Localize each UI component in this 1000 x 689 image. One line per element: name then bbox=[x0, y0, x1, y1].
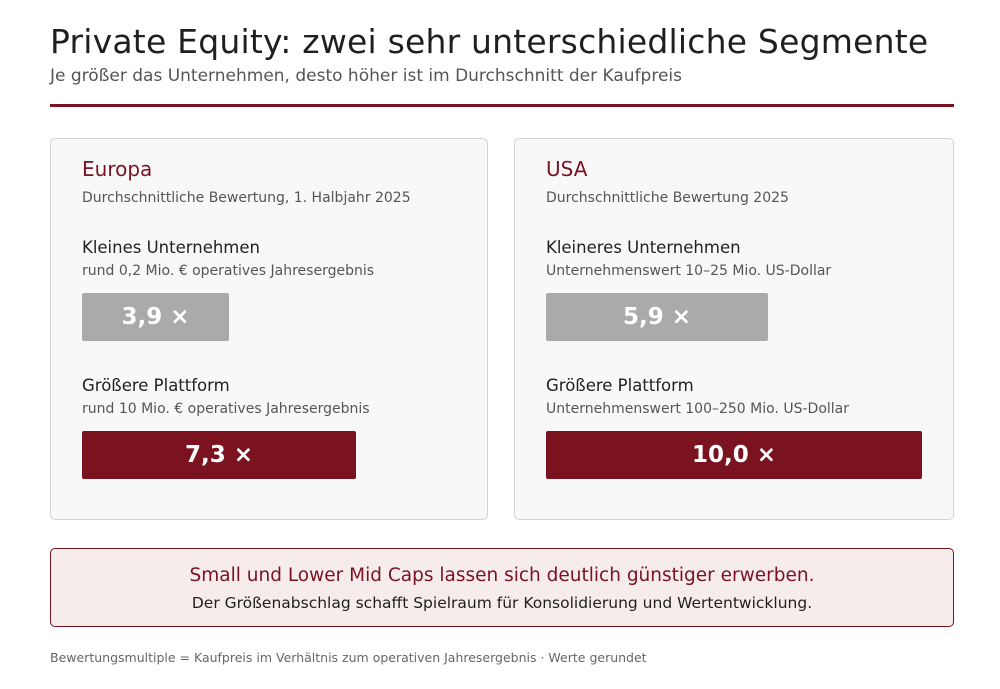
bar-europa-large: 7,3 × bbox=[82, 431, 356, 479]
bar-usa-small: 5,9 × bbox=[546, 293, 768, 341]
panel-title: USA bbox=[546, 157, 588, 181]
category-description: Unternehmenswert 10–25 Mio. US-Dollar bbox=[546, 263, 832, 279]
category-label: Kleines Unternehmen bbox=[82, 238, 260, 257]
panel-usa: USA Durchschnittliche Bewertung 2025 Kle… bbox=[514, 138, 954, 520]
conclusion-headline: Small und Lower Mid Caps lassen sich deu… bbox=[189, 565, 815, 586]
footnote: Bewertungsmultiple = Kaufpreis im Verhäl… bbox=[50, 650, 647, 665]
category-label: Größere Plattform bbox=[546, 376, 694, 395]
bar-europa-small: 3,9 × bbox=[82, 293, 229, 341]
category-description: Unternehmenswert 100–250 Mio. US-Dollar bbox=[546, 401, 849, 417]
header-divider bbox=[50, 104, 954, 107]
bar-value-label: 7,3 × bbox=[184, 442, 254, 468]
conclusion-box: Small und Lower Mid Caps lassen sich deu… bbox=[50, 548, 954, 627]
panel-subtitle: Durchschnittliche Bewertung, 1. Halbjahr… bbox=[82, 190, 411, 206]
conclusion-text: Der Größenabschlag schafft Spielraum für… bbox=[191, 594, 813, 612]
bar-value-label: 3,9 × bbox=[121, 304, 190, 330]
page-title: Private Equity: zwei sehr unterschiedlic… bbox=[50, 22, 929, 61]
category-label: Kleineres Unternehmen bbox=[546, 238, 741, 257]
bar-value-label: 10,0 × bbox=[691, 442, 777, 468]
category-description: rund 10 Mio. € operatives Jahresergebnis bbox=[82, 401, 370, 417]
panel-europa: Europa Durchschnittliche Bewertung, 1. H… bbox=[50, 138, 488, 520]
category-description: rund 0,2 Mio. € operatives Jahresergebni… bbox=[82, 263, 375, 279]
page-subtitle: Je größer das Unternehmen, desto höher i… bbox=[50, 66, 682, 86]
bar-value-label: 5,9 × bbox=[622, 304, 692, 330]
category-label: Größere Plattform bbox=[82, 376, 230, 395]
panel-subtitle: Durchschnittliche Bewertung 2025 bbox=[546, 190, 789, 206]
bar-usa-large: 10,0 × bbox=[546, 431, 922, 479]
panel-title: Europa bbox=[82, 157, 153, 181]
